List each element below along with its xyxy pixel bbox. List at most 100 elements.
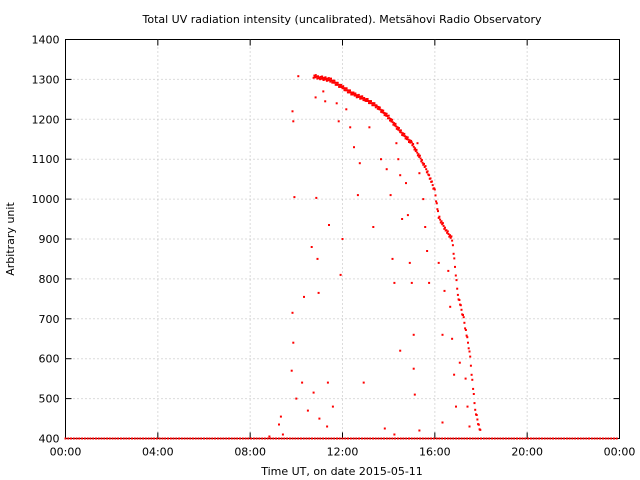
- envelope-point: [469, 355, 472, 358]
- envelope-point: [443, 227, 446, 230]
- baseline-point: [402, 437, 405, 440]
- envelope-point: [372, 102, 375, 105]
- envelope-point: [349, 89, 351, 92]
- envelope-point: [471, 378, 474, 381]
- envelope-point: [420, 159, 423, 161]
- scatter-point: [401, 218, 404, 220]
- envelope-point: [414, 147, 417, 150]
- baseline-point: [78, 437, 81, 440]
- scatter-point: [426, 250, 429, 252]
- scatter-point: [408, 261, 411, 264]
- baseline-point: [263, 437, 266, 440]
- chart-title: Total UV radiation intensity (uncalibrat…: [142, 13, 542, 26]
- baseline-point: [588, 437, 590, 440]
- baseline-point: [410, 437, 413, 440]
- envelope-point: [392, 123, 395, 126]
- baseline-point: [391, 437, 394, 440]
- envelope-point: [318, 76, 321, 79]
- baseline-point: [527, 437, 530, 440]
- envelope-point: [314, 76, 317, 79]
- envelope-point: [426, 170, 429, 173]
- envelope-point: [335, 81, 338, 84]
- scatter-point: [372, 226, 375, 228]
- envelope-point: [413, 148, 416, 151]
- baseline-point: [369, 437, 372, 440]
- baseline-point: [219, 437, 222, 440]
- scatter-point: [326, 425, 329, 428]
- baseline-point: [510, 437, 513, 440]
- baseline-point: [214, 437, 217, 440]
- envelope-point: [316, 77, 319, 80]
- baseline-point: [250, 437, 253, 440]
- scatter-point: [406, 214, 409, 217]
- envelope-point: [424, 165, 427, 168]
- envelope-point: [362, 99, 365, 102]
- baseline-point: [305, 437, 308, 440]
- envelope-point: [434, 194, 437, 197]
- envelope-point: [466, 336, 469, 339]
- envelope-point: [326, 77, 329, 80]
- envelope-point: [363, 97, 366, 99]
- envelope-point: [410, 141, 413, 144]
- envelope-point: [359, 95, 362, 98]
- envelope-point: [357, 93, 360, 96]
- baseline-point: [455, 437, 458, 440]
- baseline-point: [554, 437, 557, 440]
- envelope-point: [391, 121, 394, 124]
- baseline-point: [252, 437, 255, 440]
- baseline-point: [230, 437, 233, 440]
- envelope-point: [324, 76, 327, 79]
- y-tick-label: 700: [39, 313, 60, 326]
- scatter-point: [389, 194, 392, 197]
- envelope-point: [395, 127, 398, 130]
- baseline-point: [432, 437, 435, 440]
- baseline-point: [349, 437, 352, 440]
- baseline-point: [585, 437, 588, 440]
- envelope-point: [444, 226, 446, 229]
- scatter-point: [399, 174, 402, 177]
- baseline-point: [513, 437, 516, 440]
- y-tick-label: 1100: [32, 153, 60, 166]
- envelope-point: [405, 135, 408, 138]
- baseline-point: [496, 437, 499, 440]
- baseline-point: [255, 437, 258, 440]
- scatter-point: [380, 158, 382, 161]
- baseline-point: [266, 437, 269, 440]
- baseline-point: [324, 437, 327, 440]
- baseline-point: [466, 437, 469, 440]
- scatter-point: [468, 425, 471, 428]
- envelope-point: [346, 91, 349, 94]
- envelope-point: [393, 124, 396, 127]
- envelope-point: [388, 117, 391, 120]
- envelope-point: [442, 224, 445, 227]
- baseline-point: [72, 437, 75, 440]
- envelope-point: [467, 341, 469, 344]
- scatter-point: [418, 429, 421, 432]
- baseline-point: [153, 437, 156, 440]
- envelope-point: [359, 97, 362, 100]
- envelope-point: [402, 134, 405, 137]
- envelope-point: [344, 89, 347, 92]
- envelope-point: [339, 85, 342, 88]
- envelope-point: [385, 112, 388, 115]
- baseline-point: [142, 437, 145, 440]
- baseline-point: [241, 437, 244, 440]
- envelope-point: [321, 77, 324, 80]
- envelope-point: [387, 117, 389, 120]
- baseline-point: [167, 437, 169, 440]
- baseline-point: [582, 437, 585, 440]
- baseline-point: [75, 437, 78, 440]
- envelope-point: [344, 87, 347, 90]
- baseline-point: [299, 437, 302, 440]
- baseline-point: [280, 437, 283, 440]
- baseline-point: [419, 437, 422, 440]
- envelope-point: [439, 221, 442, 224]
- envelope-point: [345, 87, 348, 90]
- envelope-point: [448, 235, 451, 238]
- envelope-point: [462, 316, 465, 319]
- scatter-point: [291, 110, 294, 113]
- baseline-point: [463, 437, 466, 440]
- envelope-point: [447, 233, 450, 235]
- scatter-point: [290, 369, 293, 372]
- baseline-point: [86, 437, 89, 440]
